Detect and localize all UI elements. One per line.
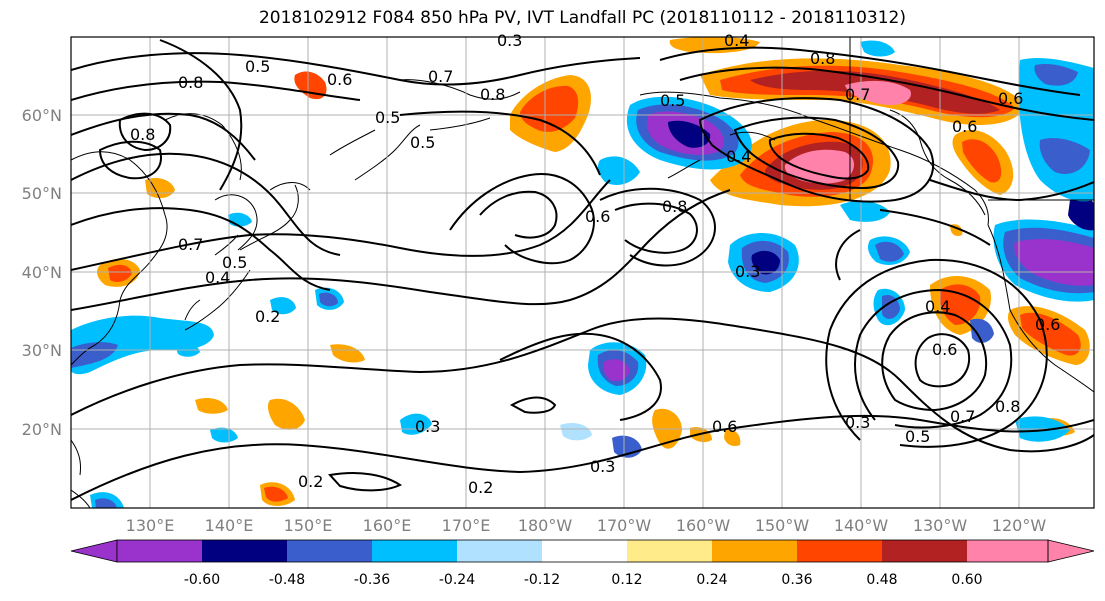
colorbar-tick-label: 0.60 <box>951 572 982 588</box>
colorbar-tick-label: 0.24 <box>696 572 727 588</box>
colorbar-tick-label: -0.24 <box>439 572 475 588</box>
lon-label: 160°W <box>676 516 731 535</box>
colorbar-bin <box>117 540 202 562</box>
lon-label: 140°W <box>834 516 889 535</box>
colorbar-tick-label: 0.12 <box>611 572 642 588</box>
contour-label: 0.8 <box>178 73 203 92</box>
coastlines <box>71 37 1094 508</box>
lon-label: 150°W <box>755 516 810 535</box>
map-frame <box>70 36 1095 509</box>
lon-label: 170°E <box>442 516 491 535</box>
colorbar-tick-label: 0.48 <box>866 572 897 588</box>
colorbar-bin <box>882 540 967 562</box>
contour-label: 0.5 <box>905 427 930 446</box>
contour-label: 0.6 <box>998 89 1023 108</box>
map-area <box>71 37 1094 508</box>
colorbar-bin <box>457 540 542 562</box>
contour-label: 0.5 <box>245 57 270 76</box>
map-title: 2018102912 F084 850 hPa PV, IVT Landfall… <box>258 8 906 28</box>
lon-label: 170°W <box>597 516 652 535</box>
contour-label: 0.6 <box>712 417 737 436</box>
contour-label: 0.3 <box>845 413 870 432</box>
contour-label: 0.5 <box>222 253 247 272</box>
ivt-contours <box>71 39 1094 501</box>
contour-label: 0.5 <box>410 133 435 152</box>
lon-label: 130°E <box>126 516 175 535</box>
lon-label: 160°E <box>363 516 412 535</box>
lon-label: 180°W <box>518 516 573 535</box>
colorbar-bin <box>712 540 797 562</box>
contour-label: 0.7 <box>178 235 203 254</box>
colorbar-bin <box>627 540 712 562</box>
lat-label-60n: 60°N <box>22 106 62 125</box>
contour-label: 0.8 <box>480 85 505 104</box>
contour-label: 0.2 <box>298 472 323 491</box>
lon-label: 130°W <box>913 516 968 535</box>
lon-label: 150°E <box>284 516 333 535</box>
colorbar-tick-label: -0.48 <box>269 572 305 588</box>
contour-label: 0.7 <box>845 85 870 104</box>
colorbar-ticks: -0.60 -0.48 -0.36 -0.24 -0.12 0.12 0.24 … <box>184 572 983 588</box>
contour-label: 0.5 <box>660 91 685 110</box>
contour-label: 0.4 <box>925 297 950 316</box>
colorbar-bin <box>287 540 372 562</box>
contour-label: 0.8 <box>130 125 155 144</box>
contour-label: 0.6 <box>952 117 977 136</box>
lat-label-50n: 50°N <box>22 184 62 203</box>
colorbar-tick-label: 0.36 <box>781 572 812 588</box>
contour-label: 0.6 <box>1035 315 1060 334</box>
colorbar-tick-label: -0.60 <box>184 572 220 588</box>
contour-label: 0.4 <box>726 147 751 166</box>
contour-label: 0.4 <box>205 268 230 287</box>
lat-label-40n: 40°N <box>22 263 62 282</box>
colorbar-extend-min <box>70 539 118 563</box>
colorbar-bin <box>202 540 287 562</box>
colorbar-tick-label: -0.12 <box>524 572 560 588</box>
contour-label: 0.8 <box>662 197 687 216</box>
contour-label: 0.8 <box>995 397 1020 416</box>
graticule <box>71 37 1094 508</box>
colorbar-bin <box>372 540 457 562</box>
contour-label: 0.7 <box>950 407 975 426</box>
contour-label: 0.7 <box>428 67 453 86</box>
lat-axis: 60°N 50°N 40°N 30°N 20°N <box>22 106 62 439</box>
colorbar: -0.60 -0.48 -0.36 -0.24 -0.12 0.12 0.24 … <box>70 539 1095 588</box>
lon-axis: 130°E 140°E 150°E 160°E 170°E 180°W 170°… <box>126 516 1047 535</box>
colorbar-tick-label: -0.36 <box>354 572 390 588</box>
colorbar-extend-max <box>1047 539 1095 563</box>
contour-label: 0.3 <box>497 31 522 50</box>
contour-label: 0.4 <box>724 31 749 50</box>
contour-label: 0.6 <box>932 340 957 359</box>
contour-label: 0.3 <box>590 457 615 476</box>
contour-label: 0.6 <box>327 70 352 89</box>
contour-label: 0.8 <box>810 49 835 68</box>
contour-label: 0.3 <box>735 262 760 281</box>
contour-label: 0.2 <box>468 478 493 497</box>
contour-label-layer: 0.3 0.4 0.8 0.5 0.6 0.7 0.8 0.5 0.5 0.8 … <box>130 31 1060 497</box>
colorbar-bin <box>542 540 627 562</box>
lon-label: 120°W <box>992 516 1047 535</box>
contour-label: 0.3 <box>415 417 440 436</box>
lon-label: 140°E <box>205 516 254 535</box>
lat-label-30n: 30°N <box>22 341 62 360</box>
contour-label: 0.2 <box>255 307 280 326</box>
lat-label-20n: 20°N <box>22 420 62 439</box>
colorbar-bin <box>967 540 1048 562</box>
contour-label: 0.6 <box>585 207 610 226</box>
colorbar-bin <box>797 540 882 562</box>
contour-label: 0.5 <box>375 108 400 127</box>
